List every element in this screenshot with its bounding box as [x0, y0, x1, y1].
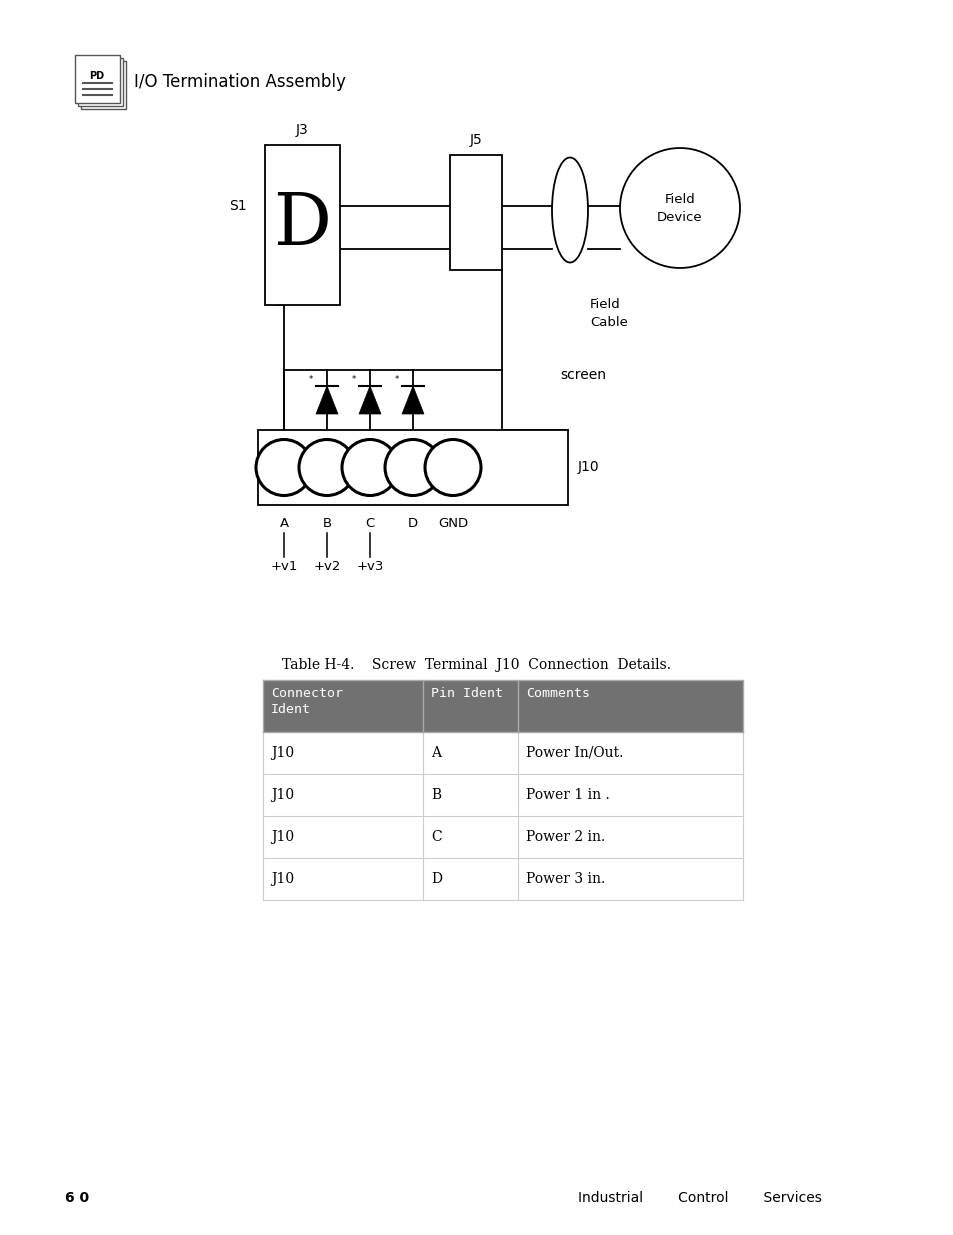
Circle shape	[341, 440, 397, 495]
Text: screen: screen	[559, 368, 605, 382]
Text: D: D	[274, 190, 331, 261]
Text: J10: J10	[578, 461, 599, 474]
Bar	[257, 430, 567, 505]
Text: A: A	[431, 746, 440, 760]
FancyBboxPatch shape	[78, 58, 123, 106]
Text: +v3: +v3	[355, 559, 383, 573]
Text: A: A	[279, 517, 288, 530]
Text: Comments: Comments	[525, 687, 589, 700]
Text: J3: J3	[295, 124, 309, 137]
Ellipse shape	[552, 158, 587, 263]
Text: D: D	[408, 517, 417, 530]
Text: GND: GND	[437, 517, 468, 530]
Text: C: C	[431, 830, 441, 844]
Text: Industrial        Control        Services: Industrial Control Services	[578, 1191, 821, 1205]
Text: J10: J10	[271, 830, 294, 844]
Polygon shape	[358, 387, 380, 414]
FancyBboxPatch shape	[81, 61, 126, 109]
Text: B: B	[322, 517, 332, 530]
Bar	[265, 144, 339, 305]
Text: +v1: +v1	[270, 559, 297, 573]
Text: *: *	[352, 375, 355, 384]
Text: Field
Device: Field Device	[657, 193, 702, 224]
Text: S1: S1	[229, 199, 247, 212]
Text: *: *	[395, 375, 398, 384]
Text: J10: J10	[271, 872, 294, 885]
FancyBboxPatch shape	[75, 56, 120, 103]
Text: J10: J10	[271, 788, 294, 802]
Polygon shape	[401, 387, 423, 414]
Text: Pin Ident: Pin Ident	[431, 687, 502, 700]
Polygon shape	[315, 387, 337, 414]
Circle shape	[255, 440, 312, 495]
Text: Power 1 in .: Power 1 in .	[525, 788, 609, 802]
Text: I/O Termination Assembly: I/O Termination Assembly	[133, 73, 346, 91]
Text: B: B	[431, 788, 440, 802]
Circle shape	[385, 440, 440, 495]
Text: PD: PD	[89, 70, 104, 82]
Text: C: C	[365, 517, 375, 530]
Bar	[263, 680, 742, 732]
Bar	[450, 156, 501, 270]
Text: 6 0: 6 0	[65, 1191, 89, 1205]
Circle shape	[424, 440, 480, 495]
Circle shape	[619, 148, 740, 268]
Text: Power In/Out.: Power In/Out.	[525, 746, 622, 760]
Text: +v2: +v2	[313, 559, 340, 573]
Text: J5: J5	[469, 133, 482, 147]
Text: J10: J10	[271, 746, 294, 760]
Text: D: D	[431, 872, 441, 885]
Text: Table H‑4.    Screw  Terminal  J10  Connection  Details.: Table H‑4. Screw Terminal J10 Connection…	[282, 658, 671, 672]
Text: Power 3 in.: Power 3 in.	[525, 872, 604, 885]
Text: *: *	[309, 375, 313, 384]
Circle shape	[298, 440, 355, 495]
Text: Connector
Ident: Connector Ident	[271, 687, 343, 716]
Text: Power 2 in.: Power 2 in.	[525, 830, 604, 844]
Text: Field
Cable: Field Cable	[589, 298, 627, 329]
